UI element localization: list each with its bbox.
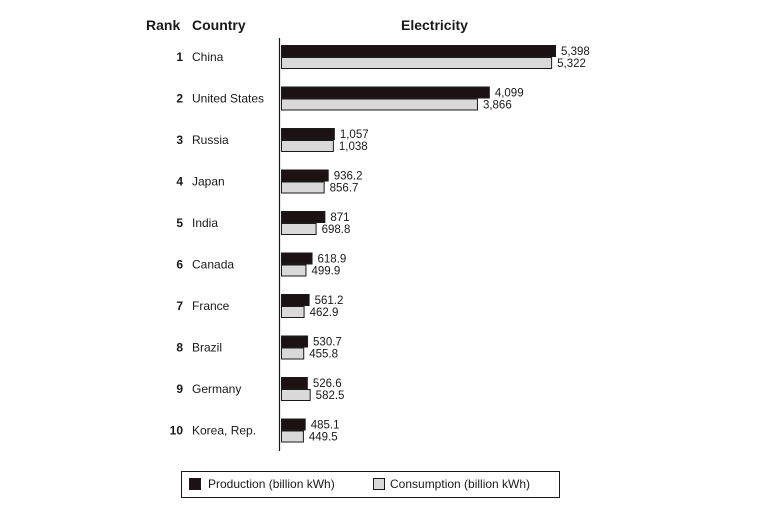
production-bar (281, 377, 308, 389)
consumption-value-label: 499.9 (311, 266, 340, 278)
country-label: Japan (192, 175, 225, 189)
consumption-value-label: 698.8 (322, 224, 351, 236)
country-label: Germany (192, 382, 241, 396)
production-bar (281, 335, 309, 348)
consumption-bar (281, 264, 307, 277)
production-value-label: 618.9 (318, 254, 347, 266)
rank-label: 7 (176, 299, 183, 313)
consumption-value-label: 1,038 (339, 141, 368, 153)
country-label: Korea, Rep. (192, 424, 256, 438)
consumption-bar (281, 98, 478, 111)
production-value-label: 936.2 (334, 171, 363, 183)
country-label: France (192, 299, 230, 313)
header-country: Country (192, 17, 246, 33)
country-label: Brazil (192, 341, 222, 355)
legend-swatch-production (189, 478, 201, 490)
consumption-bar (281, 57, 553, 69)
country-label: Russia (192, 133, 229, 147)
consumption-value-label: 3,866 (483, 100, 512, 112)
header-rank: Rank (146, 17, 180, 33)
legend-swatch-consumption (373, 478, 385, 490)
production-bar (281, 86, 490, 99)
production-bar (281, 169, 329, 182)
production-bar (281, 211, 326, 223)
rank-label: 6 (176, 258, 183, 272)
consumption-bar (281, 389, 311, 401)
consumption-value-label: 5,322 (557, 58, 586, 70)
legend: Production (billion kWh) Consumption (bi… (181, 471, 560, 498)
rank-label: 2 (176, 92, 183, 106)
rank-label: 9 (176, 382, 183, 396)
production-value-label: 4,099 (495, 88, 524, 100)
production-value-label: 530.7 (313, 337, 342, 349)
consumption-value-label: 582.5 (316, 390, 345, 402)
production-value-label: 871 (330, 212, 349, 224)
legend-label-production: Production (billion kWh) (208, 477, 335, 491)
consumption-bar (281, 223, 317, 235)
rank-label: 1 (176, 50, 183, 64)
legend-label-consumption: Consumption (billion kWh) (390, 477, 530, 491)
country-label: India (192, 216, 218, 230)
country-label: China (192, 50, 224, 64)
chart-title: Electricity (401, 17, 468, 33)
country-label: Canada (192, 258, 234, 272)
production-value-label: 5,398 (561, 46, 590, 58)
production-bar (281, 294, 310, 306)
rank-label: 10 (170, 424, 184, 438)
production-value-label: 561.2 (315, 295, 344, 307)
rank-label: 8 (176, 341, 183, 355)
consumption-bar (281, 430, 304, 443)
consumption-value-label: 449.5 (309, 432, 338, 444)
production-bar (281, 128, 335, 140)
consumption-bar (281, 347, 305, 360)
consumption-bar (281, 140, 334, 152)
production-bar (281, 45, 556, 57)
consumption-bar (281, 181, 325, 194)
consumption-bar (281, 306, 305, 318)
consumption-value-label: 455.8 (309, 349, 338, 361)
production-value-label: 485.1 (311, 420, 340, 432)
production-bar (281, 252, 313, 265)
production-value-label: 1,057 (340, 129, 369, 141)
legend-box (181, 471, 560, 498)
rank-label: 3 (176, 133, 183, 147)
production-value-label: 526.6 (313, 378, 342, 390)
production-bar (281, 418, 306, 431)
rank-label: 5 (176, 216, 183, 230)
country-label: United States (192, 92, 264, 106)
consumption-value-label: 856.7 (330, 183, 359, 195)
rank-label: 4 (176, 175, 183, 189)
consumption-value-label: 462.9 (310, 307, 339, 319)
